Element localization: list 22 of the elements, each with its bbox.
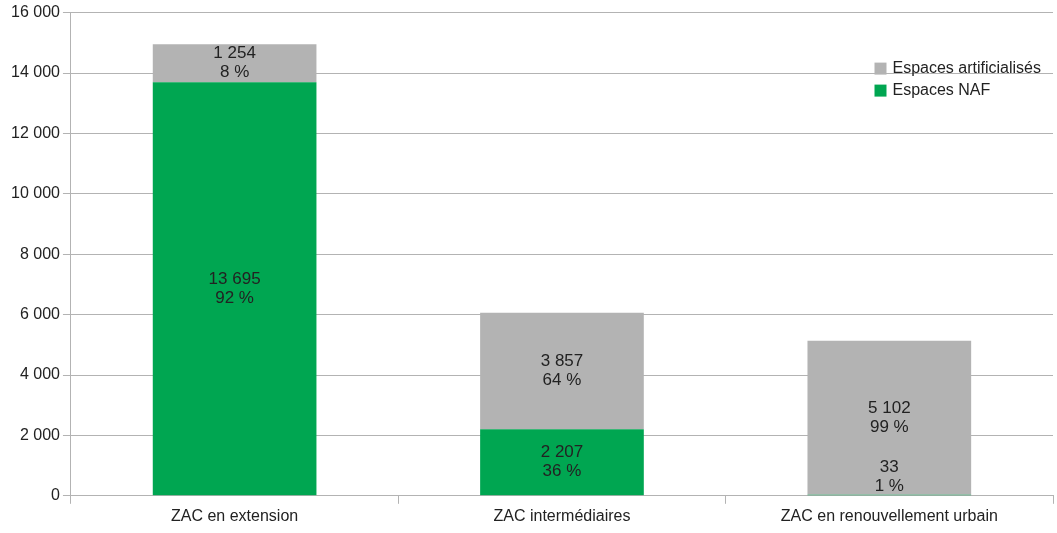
x-tick-label: ZAC en extension bbox=[171, 506, 299, 524]
data-label: 3 857 64 % bbox=[540, 351, 584, 390]
y-tick-label: 0 bbox=[51, 486, 61, 504]
legend-label: Espaces artificialisés bbox=[892, 59, 1041, 77]
x-tick-label: ZAC en renouvellement urbain bbox=[780, 506, 998, 524]
data-label: 13 695 92 % bbox=[208, 268, 261, 307]
x-tick-label: ZAC intermédiaires bbox=[493, 506, 631, 524]
y-tick-label: 14 000 bbox=[11, 63, 61, 81]
data-label: 2 207 36 % bbox=[540, 442, 584, 481]
legend-label: Espaces NAF bbox=[892, 81, 991, 99]
y-tick-label: 6 000 bbox=[19, 305, 61, 323]
data-label: 33 1 % bbox=[874, 457, 904, 496]
y-tick-label: 10 000 bbox=[11, 184, 61, 202]
y-tick-label: 12 000 bbox=[11, 123, 61, 141]
bar bbox=[480, 429, 644, 496]
y-tick-label: 8 000 bbox=[19, 244, 61, 262]
y-tick-label: 2 000 bbox=[19, 425, 61, 443]
data-label: 5 102 99 % bbox=[868, 397, 911, 436]
y-tick-label: 16 000 bbox=[11, 3, 61, 21]
bar bbox=[152, 82, 317, 496]
data-label: 1 254 8 % bbox=[213, 43, 256, 82]
y-tick-label: 4 000 bbox=[19, 365, 61, 383]
